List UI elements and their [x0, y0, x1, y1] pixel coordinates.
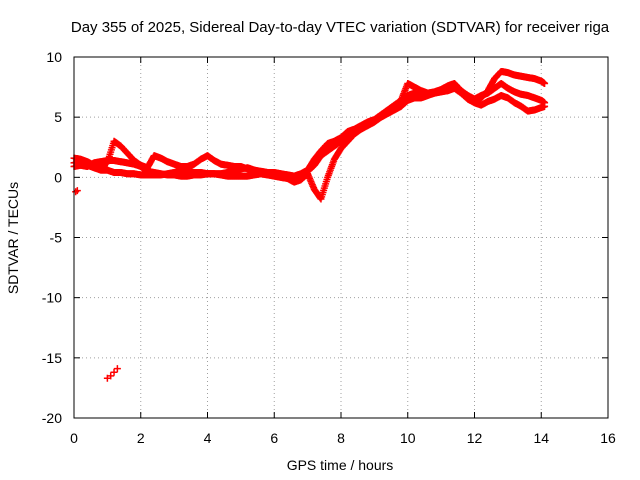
x-tick-label: 0: [70, 430, 78, 446]
data-point: [110, 368, 118, 376]
x-tick-label: 6: [270, 430, 278, 446]
series-group: [72, 187, 121, 382]
series-group: [70, 67, 549, 180]
data-point: [541, 102, 549, 110]
y-tick-label: 5: [54, 109, 62, 125]
y-axis-label: SDTVAR / TECUs: [5, 182, 21, 294]
data-point: [107, 372, 115, 380]
data-layer: [70, 67, 549, 382]
x-tick-label: 2: [137, 430, 145, 446]
x-axis-label: GPS time / hours: [287, 457, 394, 473]
y-tick-label: -15: [42, 350, 62, 366]
data-point: [541, 79, 549, 87]
data-point: [72, 188, 80, 196]
y-tick-label: -5: [50, 230, 63, 246]
y-tick-label: -20: [42, 410, 62, 426]
x-tick-label: 16: [600, 430, 616, 446]
data-point: [73, 187, 81, 195]
series-group: [70, 84, 549, 181]
series-group: [70, 79, 549, 203]
x-tick-label: 12: [467, 430, 483, 446]
x-tick-label: 8: [337, 430, 345, 446]
grid: [74, 57, 608, 418]
y-tick-label: -10: [42, 290, 62, 306]
axis-ticks: 0 2 4 6 8 10 12 14 16 -20 -15 -10 -5 0 5 10: [42, 49, 616, 446]
x-tick-label: 14: [533, 430, 549, 446]
data-point: [113, 365, 121, 373]
y-tick-label: 0: [54, 169, 62, 185]
x-tick-label: 4: [204, 430, 212, 446]
chart-title: Day 355 of 2025, Sidereal Day-to-day VTE…: [71, 19, 610, 36]
y-tick-label: 10: [46, 49, 62, 65]
x-tick-label: 10: [400, 430, 416, 446]
